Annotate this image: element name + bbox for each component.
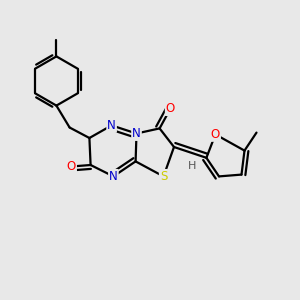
Text: N: N — [132, 127, 141, 140]
Text: N: N — [107, 119, 116, 132]
Text: O: O — [166, 102, 175, 115]
Text: S: S — [160, 170, 167, 183]
Text: O: O — [211, 128, 220, 141]
Text: H: H — [188, 161, 196, 171]
Text: N: N — [109, 170, 118, 183]
Text: O: O — [67, 160, 76, 173]
